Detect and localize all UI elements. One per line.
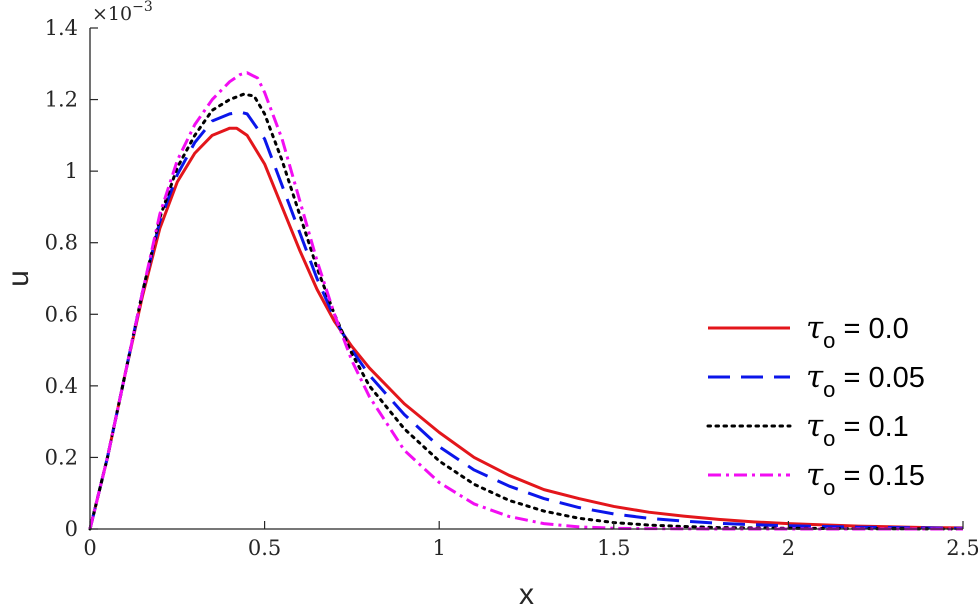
legend-subscript: o [823,377,835,402]
y-tick-label: 0.8 [45,231,78,255]
legend-subscript: o [823,426,835,451]
y-tick-label: 0.6 [45,302,78,326]
y-exponent-base: ×10 [92,3,132,25]
legend-value: = 0.05 [835,362,925,394]
series-line-3 [88,71,963,531]
ticks: 0 0.5 1 1.5 2 2.5 0 0.2 0.4 0.6 0.8 1 1.2 1.4 [45,16,978,560]
series-line-2 [88,92,965,531]
x-tick-label: 2.5 [946,536,978,560]
legend-value: = 0.1 [835,411,908,443]
y-axis-label: u [2,270,35,287]
y-tick-label: 0.2 [45,445,78,469]
legend-symbol: τ [806,310,824,346]
legend-value: = 0.15 [835,460,925,492]
x-axis-label: x [519,578,534,607]
x-tick-label: 1.5 [597,536,630,560]
legend-label-1: τo = 0.05 [806,359,925,402]
y-tick-label: 1.4 [45,16,78,40]
legend-subscript: o [823,475,835,500]
y-tick-label: 1 [65,159,78,183]
x-tick-label: 2 [782,536,795,560]
legend-label-3: τo = 0.15 [806,457,925,500]
series-layer [88,71,965,531]
x-tick-label: 0 [83,536,96,560]
legend-symbol: τ [806,359,824,395]
y-tick-label: 0.4 [45,374,78,398]
legend-symbol: τ [806,408,824,444]
x-tick-label: 0.5 [248,536,281,560]
y-axis-exponent: ×10−3 [92,0,153,25]
legend-value: = 0.0 [835,313,908,345]
legend-label-2: τo = 0.1 [806,408,909,451]
y-tick-label: 0 [65,517,78,541]
y-tick-label: 1.2 [45,88,78,112]
legend-symbol: τ [806,457,824,493]
axes [89,28,963,530]
legend-label-0: τo = 0.0 [806,310,909,353]
y-exponent-power: −3 [132,0,153,15]
series-line-0 [88,126,964,530]
series-line-1 [88,110,964,530]
x-tick-label: 1 [433,536,446,560]
legend-subscript: o [823,328,835,353]
